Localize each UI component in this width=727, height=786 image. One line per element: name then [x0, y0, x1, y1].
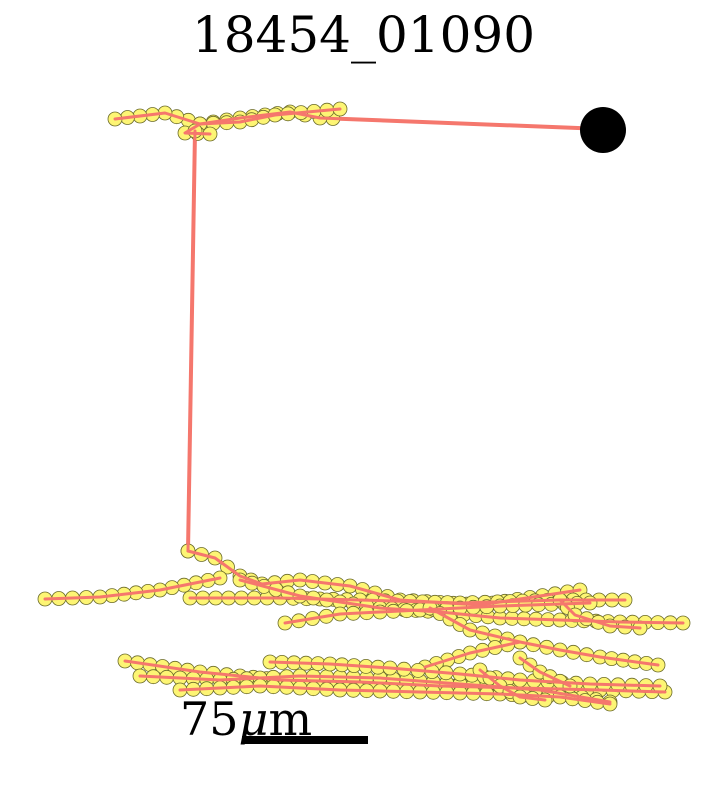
- neurite-edge-overlay: [113, 110, 605, 131]
- scale-bar: [242, 736, 368, 744]
- neurite-edge-overlay: [423, 640, 522, 669]
- plot-title: 18454_01090: [191, 6, 536, 64]
- neurite-edge-overlay: [138, 674, 612, 704]
- neurite-edge-overlay: [478, 668, 547, 702]
- neurite-edge-overlay: [123, 659, 667, 694]
- neurite-edge-overlay: [283, 601, 592, 625]
- neurite-edge-overlay: [518, 656, 572, 688]
- soma-marker: [580, 107, 626, 153]
- neurite-edge-overlay: [268, 660, 662, 688]
- neurite-edge-overlay: [183, 122, 212, 136]
- scale-bar-value: 75: [180, 692, 239, 746]
- neurite-edge-overlay: [186, 129, 197, 553]
- neurite-edge-overlay: [178, 684, 612, 706]
- neurite-edge-overlay: [43, 576, 222, 601]
- neurite-edge-overlay: [428, 606, 660, 667]
- neurite-edge-overlay: [188, 596, 627, 605]
- neurite-edge-overlay: [558, 598, 642, 630]
- neurite-edge-overlay: [238, 578, 685, 625]
- neurite-edge-overlay: [198, 107, 342, 126]
